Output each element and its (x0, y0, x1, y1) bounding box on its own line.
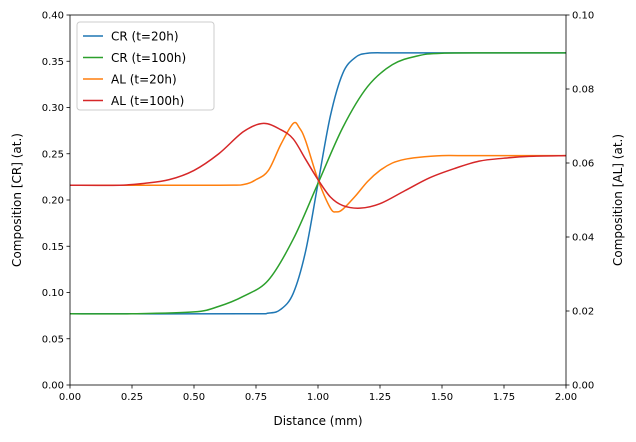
y-axis-left: 0.00 0.05 0.10 0.15 0.20 0.25 0.30 0.35 0.40 (42, 11, 70, 392)
x-tick-label: 0.00 (59, 392, 81, 403)
y-tick-label: 0.20 (42, 196, 64, 207)
y-tick-label: 0.40 (42, 11, 64, 22)
legend-box (76, 21, 215, 111)
y-right-tick-label: 0.08 (572, 85, 594, 96)
x-axis: 0.00 0.25 0.50 0.75 1.00 1.25 1.50 1.75 2.00 (59, 385, 577, 403)
x-tick-label: 1.50 (431, 392, 453, 403)
x-tick-label: 0.50 (183, 392, 205, 403)
y-tick-label: 0.00 (42, 381, 64, 392)
series-line-0 (69, 52, 566, 315)
y-axis-label-right: Composition [AL] (at.) (611, 134, 625, 266)
x-tick-label: 0.75 (245, 392, 267, 403)
legend-label: CR (t=20h) (111, 30, 179, 44)
x-axis-label: Distance (mm) (273, 414, 362, 428)
legend: CR (t=20h) CR (t=100h) AL (t=20h) AL (t=100… (76, 21, 215, 111)
y-tick-label: 0.10 (42, 288, 64, 299)
y-tick-label: 0.15 (42, 242, 64, 253)
legend-label: CR (t=100h) (111, 51, 186, 65)
y-tick-label: 0.35 (42, 57, 64, 68)
y-tick-label: 0.05 (42, 334, 64, 345)
y-tick-label: 0.25 (42, 149, 64, 160)
x-tick-label: 1.00 (307, 392, 329, 403)
x-tick-label: 1.75 (493, 392, 515, 403)
y-right-tick-label: 0.02 (572, 307, 594, 318)
legend-label: AL (t=20h) (111, 73, 177, 87)
y-right-tick-label: 0.00 (572, 381, 594, 392)
y-tick-label: 0.30 (42, 103, 64, 114)
x-tick-label: 1.25 (369, 392, 391, 403)
series-line-2 (69, 121, 566, 213)
x-tick-label: 0.25 (121, 392, 143, 403)
legend-label: AL (t=100h) (111, 94, 184, 108)
y-right-tick-label: 0.04 (572, 233, 594, 244)
series-line-3 (69, 122, 567, 209)
series-layer (69, 52, 567, 315)
y-axis-right: 0.00 0.02 0.04 0.06 0.08 0.10 (566, 11, 594, 392)
y-right-tick-label: 0.06 (572, 159, 594, 170)
series-line-1 (69, 52, 567, 315)
y-axis-label-left: Composition [CR] (at.) (10, 133, 24, 267)
y-right-tick-label: 0.10 (572, 11, 594, 22)
x-tick-label: 2.00 (555, 392, 577, 403)
